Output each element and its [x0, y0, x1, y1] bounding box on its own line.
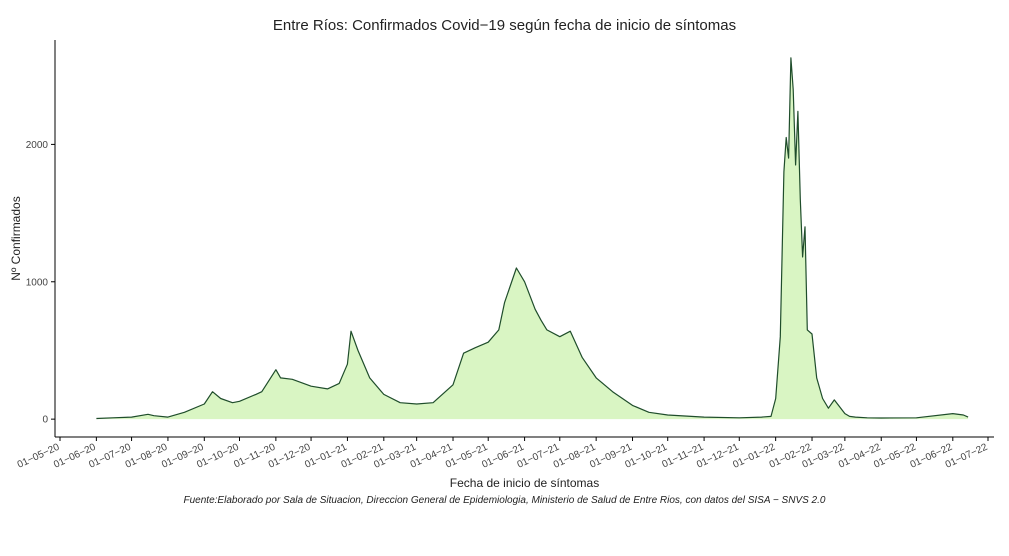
- y-tick-label: 0: [42, 415, 48, 426]
- chart-title: Entre Ríos: Confirmados Covid−19 según f…: [272, 17, 737, 34]
- series-line: [96, 57, 969, 420]
- x-axis-title: Fecha de inicio de síntomas: [450, 476, 599, 490]
- x-ticks: 01−05−2001−06−2001−07−2001−08−2001−09−20…: [16, 437, 990, 471]
- y-tick-label: 2000: [26, 140, 49, 151]
- source-note: Fuente:Elaborado por Sala de Situacion, …: [183, 495, 826, 506]
- y-tick-label: 1000: [26, 277, 49, 288]
- y-ticks: 0 1000 2000: [26, 140, 55, 426]
- y-axis-title: Nº Confirmados: [9, 196, 23, 280]
- area-fill: [96, 57, 969, 420]
